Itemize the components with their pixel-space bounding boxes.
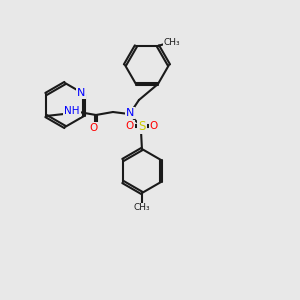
Text: N: N: [77, 88, 85, 98]
Text: O: O: [150, 121, 158, 131]
Text: O: O: [90, 123, 98, 133]
Text: O: O: [126, 121, 134, 131]
Text: N: N: [126, 108, 134, 118]
Text: CH₃: CH₃: [164, 38, 180, 47]
Text: CH₃: CH₃: [134, 203, 150, 212]
Text: NH: NH: [64, 106, 80, 116]
Text: S: S: [138, 119, 146, 133]
